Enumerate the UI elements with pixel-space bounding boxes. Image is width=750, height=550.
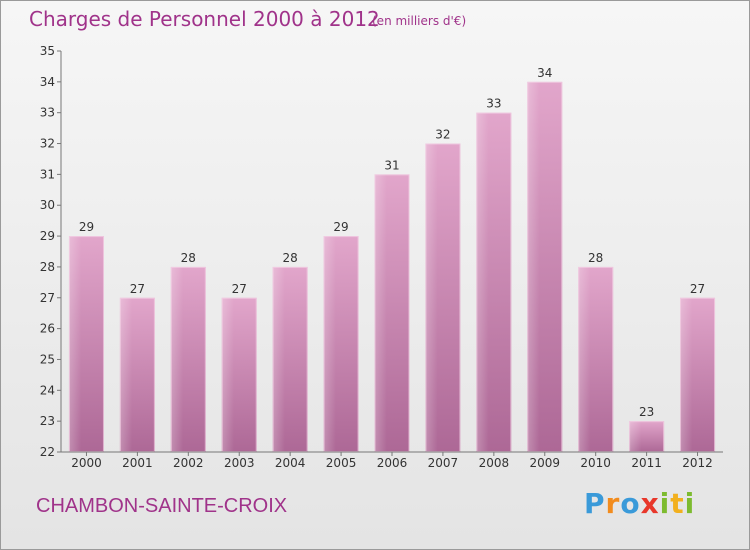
proxiti-logo: Proxiti (584, 487, 695, 520)
x-tick-label: 2009 (529, 456, 560, 470)
bar-value-label: 34 (537, 66, 552, 80)
bar-2000: 29 (68, 220, 104, 452)
y-tick-label: 30 (40, 198, 55, 212)
x-tick-label: 2012 (682, 456, 713, 470)
y-tick-label: 34 (40, 75, 55, 89)
bar-value-label: 31 (384, 158, 399, 172)
logo-letter: r (605, 487, 621, 520)
x-tick-label: 2007 (428, 456, 459, 470)
bar-2004: 28 (272, 251, 308, 452)
bar-value-label: 33 (486, 97, 501, 111)
x-tick-label: 2001 (122, 456, 153, 470)
bar-2011: 23 (629, 405, 665, 452)
bar-highlight (578, 266, 591, 452)
bar-highlight (374, 174, 387, 452)
x-tick-label: 2000 (71, 456, 102, 470)
bar-highlight (527, 81, 540, 452)
bar-highlight (629, 421, 642, 452)
logo-letter: P (584, 487, 606, 520)
bar-2003: 27 (221, 282, 257, 452)
y-axis: 22 23 24 25 26 27 28 29 30 31 32 33 34 35 (40, 44, 62, 459)
logo-letter: t (670, 487, 685, 520)
bars: 29 27 28 27 28 29 31 32 33 34 28 23 27 (68, 66, 716, 453)
x-tick-label: 2002 (173, 456, 204, 470)
logo-letter: x (640, 487, 660, 520)
bar-2012: 27 (680, 282, 716, 452)
y-tick-label: 22 (40, 445, 55, 459)
bar-highlight (476, 112, 489, 452)
bar-2001: 27 (119, 282, 155, 452)
bar-2009: 34 (527, 66, 563, 452)
x-tick-label: 2011 (631, 456, 662, 470)
bar-2010: 28 (578, 251, 614, 452)
x-tick-label: 2010 (580, 456, 611, 470)
y-tick-label: 25 (40, 352, 55, 366)
y-tick-label: 23 (40, 414, 55, 428)
x-tick-label: 2003 (224, 456, 255, 470)
bar-highlight (425, 143, 438, 453)
y-tick-label: 29 (40, 229, 55, 243)
logo-letter: o (620, 487, 641, 520)
y-tick-label: 26 (40, 322, 55, 336)
y-tick-label: 33 (40, 106, 55, 120)
bar-highlight (272, 266, 285, 452)
bar-value-label: 27 (690, 282, 705, 296)
bar-2002: 28 (170, 251, 206, 452)
bar-highlight (170, 266, 184, 452)
bar-value-label: 28 (181, 251, 196, 265)
x-axis: 2000 2001 2002 2003 2004 2005 2006 2007 2008 2009… (61, 451, 723, 470)
bar-2008: 33 (476, 97, 512, 452)
logo-letter: i (659, 487, 671, 520)
chart-title: Charges de Personnel 2000 à 2012 (29, 7, 380, 31)
y-tick-label: 28 (40, 260, 55, 274)
bar-highlight (323, 236, 336, 452)
bar-value-label: 27 (232, 282, 247, 296)
bar-2007: 32 (425, 128, 461, 453)
y-tick-label: 35 (40, 44, 55, 58)
bar-highlight (119, 297, 133, 452)
bar-value-label: 28 (283, 251, 298, 265)
bar-value-label: 23 (639, 405, 654, 419)
x-tick-label: 2008 (479, 456, 510, 470)
x-tick-label: 2006 (377, 456, 408, 470)
bar-highlight (680, 297, 693, 452)
logo-letter: i (684, 487, 696, 520)
bar-2005: 29 (323, 220, 359, 452)
y-tick-label: 31 (40, 167, 55, 181)
bar-value-label: 29 (333, 220, 348, 234)
y-tick-label: 24 (40, 383, 55, 397)
bar-highlight (68, 236, 82, 452)
y-tick-label: 32 (40, 137, 55, 151)
bar-2006: 31 (374, 158, 410, 452)
bar-highlight (221, 297, 234, 452)
y-tick-label: 27 (40, 291, 55, 305)
bar-value-label: 32 (435, 128, 450, 142)
bar-value-label: 27 (130, 282, 145, 296)
commune-name: CHAMBON-SAINTE-CROIX (36, 495, 288, 517)
x-tick-label: 2004 (275, 456, 306, 470)
x-tick-label: 2005 (326, 456, 357, 470)
bar-value-label: 28 (588, 251, 603, 265)
chart-unit-note: (en milliers d'€) (372, 14, 467, 28)
bar-value-label: 29 (79, 220, 94, 234)
